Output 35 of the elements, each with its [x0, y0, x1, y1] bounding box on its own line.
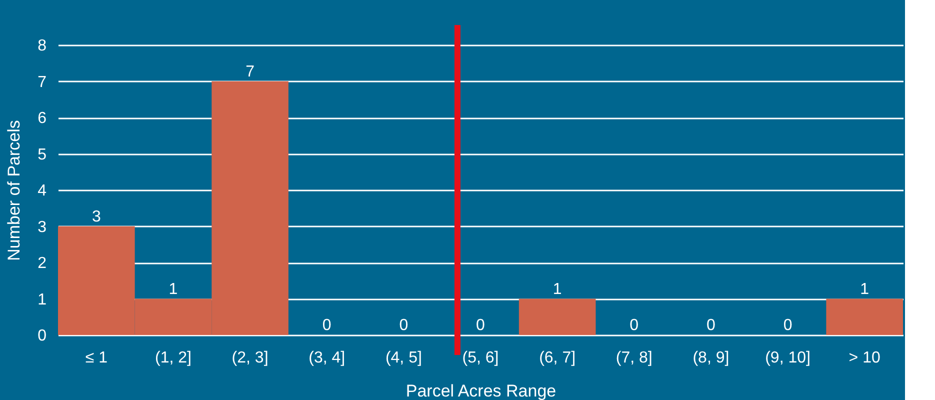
bar	[826, 298, 903, 335]
x-tick-label: (4, 5]	[385, 350, 422, 366]
x-tick-label: (5, 6]	[462, 350, 499, 366]
y-tick-label: 1	[38, 291, 47, 308]
data-label: 0	[706, 317, 716, 334]
x-tick-label: (7, 8]	[616, 350, 652, 366]
x-axis-title: Parcel Acres Range	[406, 382, 556, 400]
data-label: 0	[476, 317, 486, 334]
data-label: 3	[92, 208, 101, 226]
x-tick-label: (1, 2]	[154, 350, 192, 366]
y-tick-label: 3	[38, 218, 47, 236]
y-tick-label: 5	[38, 146, 47, 164]
data-label: 0	[322, 317, 332, 334]
data-label: 7	[246, 63, 255, 80]
bar	[518, 298, 596, 335]
y-tick-label: 2	[38, 255, 47, 272]
data-label: 1	[860, 280, 870, 298]
data-label: 1	[552, 280, 562, 298]
y-tick-label: 4	[38, 182, 47, 200]
y-tick-label: 6	[38, 110, 47, 127]
data-label: 0	[630, 317, 639, 334]
x-tick-label: (3, 4]	[308, 350, 346, 366]
x-tick-label: ≤ 1	[85, 350, 108, 366]
x-tick-label: > 10	[848, 350, 880, 366]
data-label: 0	[399, 317, 408, 334]
y-tick-label: 7	[38, 74, 47, 91]
y-tick-label: 0	[38, 328, 47, 344]
data-label: 1	[168, 280, 178, 298]
y-axis-title: Number of Parcels	[4, 120, 24, 261]
x-tick-label: (6, 7]	[539, 350, 576, 366]
x-tick-label: (9, 10]	[765, 350, 810, 366]
data-label: 0	[783, 317, 792, 334]
x-tick-label: (8, 9]	[692, 350, 730, 366]
x-tick-label: (2, 3]	[232, 350, 268, 366]
y-tick-label: 8	[38, 38, 47, 54]
